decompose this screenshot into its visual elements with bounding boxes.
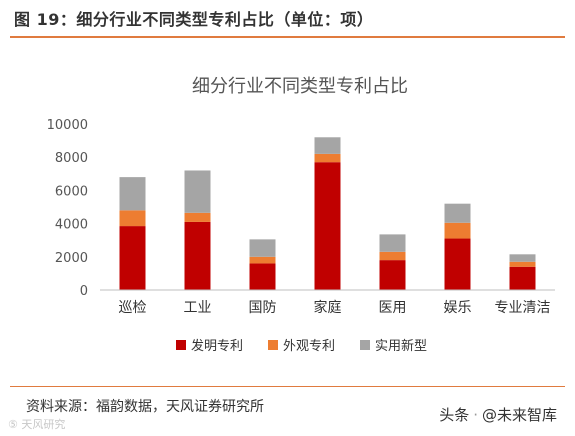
bar-segment-invention xyxy=(119,226,146,290)
top-rule xyxy=(10,36,565,38)
legend-label: 实用新型 xyxy=(375,338,427,354)
legend-swatch xyxy=(268,340,278,350)
bottom-rule xyxy=(10,386,565,387)
bar-segment-utility xyxy=(509,254,536,262)
x-tick-label: 家庭 xyxy=(314,299,342,316)
y-tick-label: 10000 xyxy=(47,118,88,133)
watermark-right-b: @未来智库 xyxy=(481,406,557,424)
legend-swatch xyxy=(176,340,186,350)
bar-segment-invention xyxy=(379,260,406,290)
legend-swatch xyxy=(360,340,370,350)
watermark-right: 头条 · @未来智库 xyxy=(439,406,557,424)
bar-segment-utility xyxy=(119,177,146,211)
bar-segment-utility xyxy=(314,137,341,154)
bar-segment-invention xyxy=(184,221,211,290)
y-tick-label: 0 xyxy=(80,284,88,299)
x-tick-label: 工业 xyxy=(184,300,212,316)
source-note: 资料来源：福韵数据，天风证券研究所 xyxy=(26,399,264,415)
bar-segment-design xyxy=(249,256,276,264)
y-tick-label: 6000 xyxy=(55,184,88,199)
y-axis: 0 2000 4000 6000 8000 10000 xyxy=(47,118,88,299)
y-tick-label: 4000 xyxy=(55,218,88,233)
bar-segment-utility xyxy=(444,203,471,223)
watermark-left: ⑤ 天风研究 xyxy=(8,418,66,431)
legend-label: 外观专利 xyxy=(283,339,335,354)
chart-title: 细分行业不同类型专利占比 xyxy=(192,76,408,97)
legend: 发明专利 外观专利 实用新型 xyxy=(176,338,427,354)
x-tick-label: 娱乐 xyxy=(444,300,472,316)
bar-segment-invention xyxy=(314,162,341,290)
watermark-right-a: 头条 xyxy=(439,406,470,424)
y-tick-label: 2000 xyxy=(55,251,88,266)
bar-segment-utility xyxy=(184,170,211,213)
bar-segment-design xyxy=(509,261,536,267)
bar-segment-utility xyxy=(379,234,406,252)
bar-segment-design xyxy=(444,222,471,239)
x-tick-label: 专业清洁 xyxy=(495,300,551,316)
y-tick-label: 8000 xyxy=(55,151,88,166)
bar-segment-invention xyxy=(509,266,536,290)
stacked-bar-chart: 细分行业不同类型专利占比 0 2000 4000 6000 8000 10000 巡检 工业… xyxy=(47,76,555,354)
bar-segment-design xyxy=(379,251,406,261)
bar-segment-design xyxy=(314,153,341,163)
bar-segment-design xyxy=(119,210,146,227)
bar-segment-utility xyxy=(249,239,276,257)
bar-segment-invention xyxy=(249,263,276,290)
bar-segment-design xyxy=(184,212,211,222)
x-tick-label: 国防 xyxy=(249,300,277,316)
bar-segment-invention xyxy=(444,238,471,290)
legend-label: 发明专利 xyxy=(191,338,243,354)
figure-title: 图 19：细分行业不同类型专利占比（单位：项） xyxy=(14,10,374,29)
x-axis: 巡检 工业 国防 家庭 医用 娱乐 专业清洁 xyxy=(100,289,555,316)
x-tick-label: 巡检 xyxy=(119,300,147,316)
x-tick-label: 医用 xyxy=(379,300,407,316)
bars xyxy=(119,137,536,290)
